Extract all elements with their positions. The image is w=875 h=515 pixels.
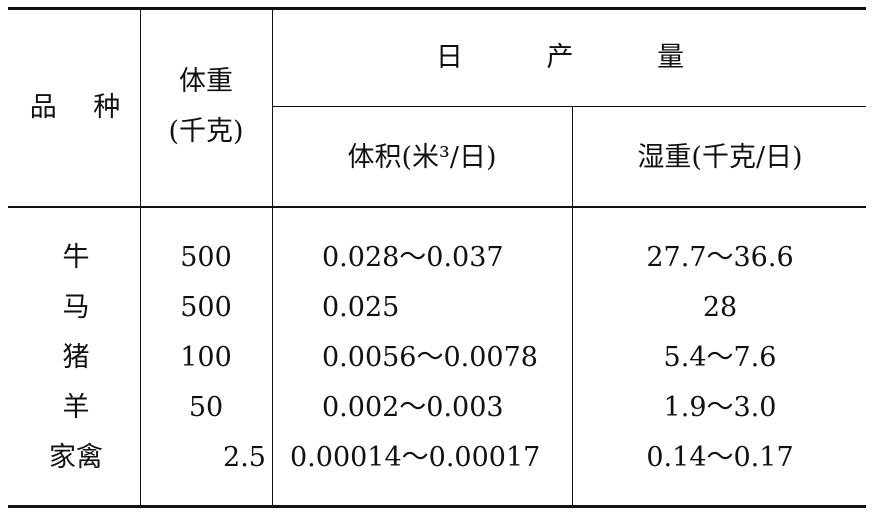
- table-cell: 0.002～0.003: [322, 392, 504, 423]
- table-cell: 500: [180, 242, 232, 273]
- table-cell: 2.5: [223, 442, 266, 473]
- table-cell: 家禽: [49, 442, 103, 473]
- table-cell: 100: [180, 342, 232, 373]
- table-cell: 27.7～36.6: [646, 242, 794, 273]
- top-rule: [8, 7, 866, 10]
- column-divider: [572, 106, 573, 506]
- header-cell: 湿重(千克/日): [637, 142, 803, 173]
- header-cell: 日 产 量: [435, 42, 685, 73]
- table-cell: 28: [702, 292, 738, 323]
- table-cell: 50: [188, 392, 224, 423]
- table-cell: 牛: [62, 242, 90, 273]
- table-cell: 0.0056～0.0078: [322, 342, 538, 373]
- table-cell: 500: [180, 292, 232, 323]
- table-cell: 猪: [62, 342, 90, 373]
- header-cell: (千克): [168, 116, 244, 147]
- header-cell: 体积(米³/日): [347, 142, 497, 173]
- table-cell: 0.00014～0.00017: [290, 442, 541, 473]
- header-cell: 品 种: [29, 92, 121, 123]
- header-rule: [8, 206, 866, 208]
- sub-header-rule: [272, 106, 866, 107]
- table-cell: 0.025: [322, 292, 400, 323]
- column-divider: [140, 9, 141, 506]
- table-cell: 1.9～3.0: [663, 392, 777, 423]
- column-divider: [272, 9, 273, 506]
- table-cell: 0.14～0.17: [646, 442, 794, 473]
- header-cell: 体重: [179, 66, 233, 97]
- table-cell: 马: [62, 292, 90, 323]
- table-cell: 5.4～7.6: [663, 342, 777, 373]
- bottom-rule: [8, 505, 866, 508]
- table-cell: 羊: [62, 392, 90, 423]
- table-cell: 0.028～0.037: [322, 242, 504, 273]
